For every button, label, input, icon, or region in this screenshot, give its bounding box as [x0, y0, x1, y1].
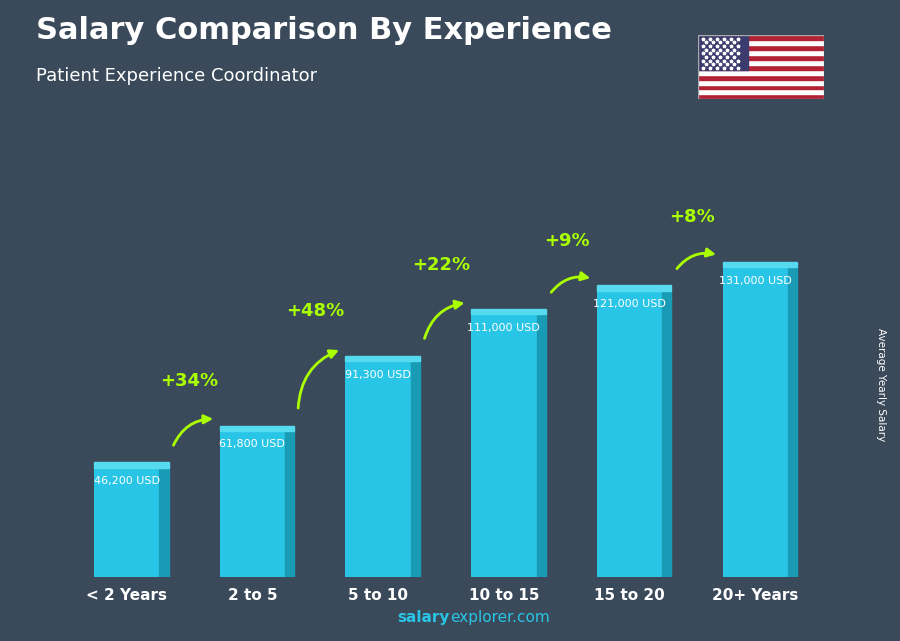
Text: salary: salary: [398, 610, 450, 625]
Bar: [536, 314, 545, 577]
Text: 91,300 USD: 91,300 USD: [346, 370, 411, 379]
Text: 46,200 USD: 46,200 USD: [94, 476, 159, 487]
Bar: [346, 361, 410, 577]
Bar: [410, 361, 420, 577]
Bar: [698, 35, 824, 40]
Bar: [285, 431, 294, 577]
Bar: [597, 285, 671, 290]
Text: 61,800 USD: 61,800 USD: [220, 440, 285, 449]
Bar: [94, 468, 159, 577]
Bar: [597, 290, 662, 577]
Text: +9%: +9%: [544, 232, 590, 250]
Bar: [220, 431, 285, 577]
Bar: [94, 462, 168, 468]
Bar: [662, 290, 671, 577]
Bar: [698, 94, 824, 99]
Text: 131,000 USD: 131,000 USD: [719, 276, 792, 286]
Bar: [698, 60, 824, 65]
Text: +8%: +8%: [670, 208, 716, 226]
Bar: [698, 79, 824, 85]
Bar: [698, 40, 824, 45]
Bar: [698, 50, 824, 55]
Text: +48%: +48%: [286, 303, 345, 320]
Bar: [698, 70, 824, 75]
Text: Patient Experience Coordinator: Patient Experience Coordinator: [36, 67, 317, 85]
Text: 121,000 USD: 121,000 USD: [593, 299, 666, 310]
Bar: [472, 309, 545, 314]
Bar: [698, 35, 748, 70]
Bar: [159, 468, 168, 577]
Bar: [698, 55, 824, 60]
Bar: [698, 75, 824, 79]
Text: explorer.com: explorer.com: [450, 610, 550, 625]
Bar: [698, 65, 824, 70]
Bar: [220, 426, 294, 431]
Bar: [788, 267, 797, 577]
Text: Salary Comparison By Experience: Salary Comparison By Experience: [36, 16, 612, 45]
Bar: [723, 267, 788, 577]
Bar: [698, 90, 824, 94]
Text: +22%: +22%: [412, 256, 470, 274]
Text: 111,000 USD: 111,000 USD: [467, 323, 540, 333]
Bar: [723, 262, 797, 267]
Bar: [698, 85, 824, 90]
Bar: [472, 314, 536, 577]
Text: Average Yearly Salary: Average Yearly Salary: [877, 328, 886, 441]
Bar: [698, 45, 824, 50]
Text: +34%: +34%: [160, 372, 219, 390]
Bar: [346, 356, 420, 361]
